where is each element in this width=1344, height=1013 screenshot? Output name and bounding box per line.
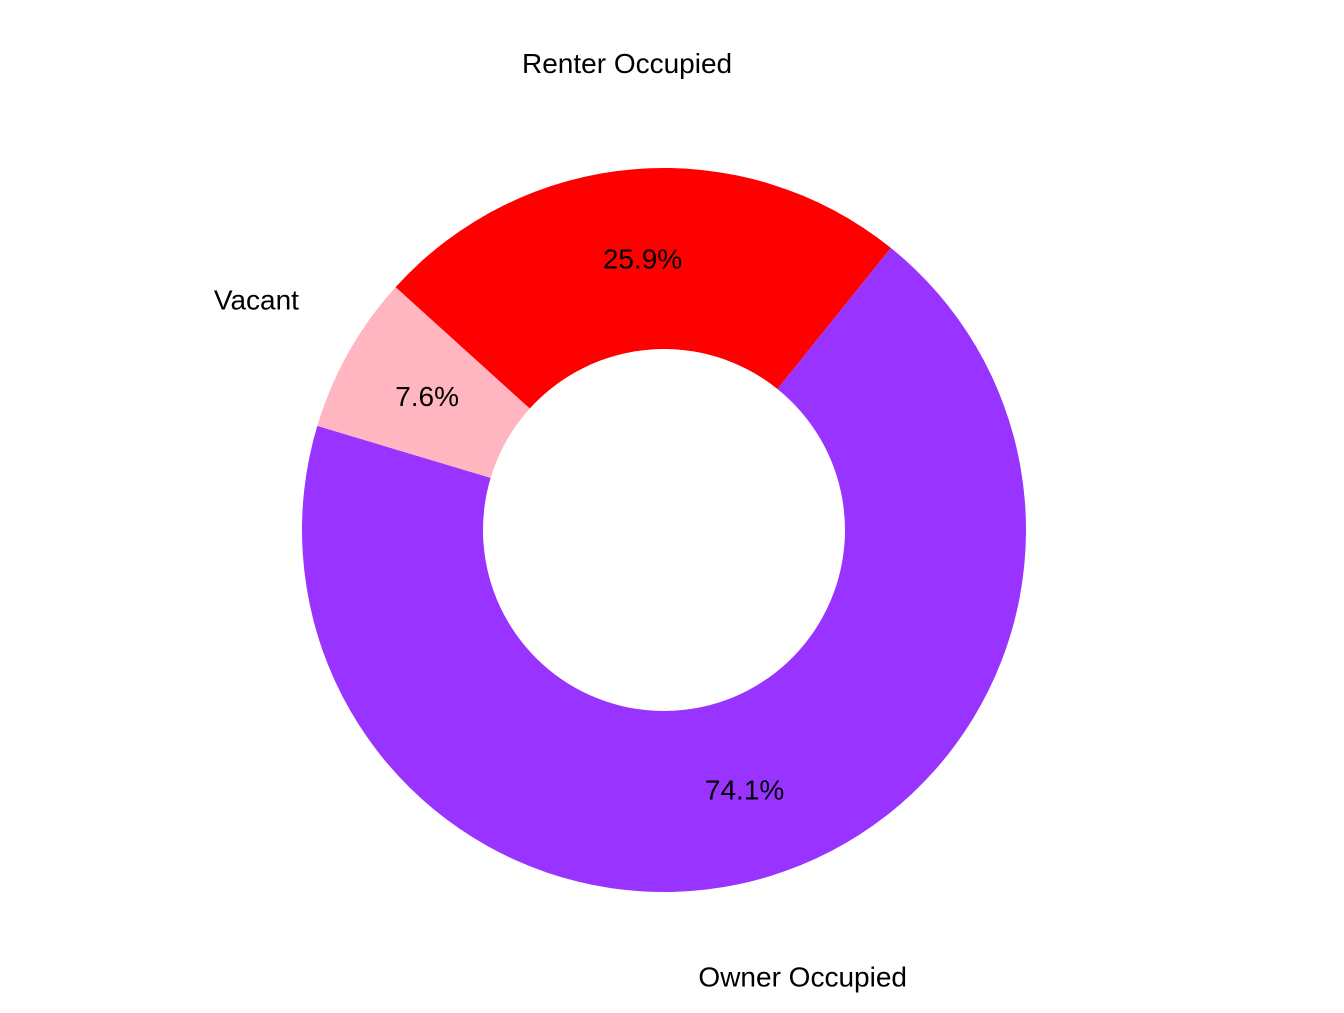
slices-layer [302, 167, 1026, 893]
category-label-owner-occupied: Owner Occupied [698, 961, 907, 992]
slice-renter-occupied [395, 167, 891, 409]
percent-label-owner-occupied: 74.1% [705, 774, 784, 805]
labels-layer: 74.1% Owner Occupied 7.6% Vacant 25.9% Renter… [214, 48, 907, 993]
category-label-vacant: Vacant [214, 285, 299, 316]
percent-label-renter-occupied: 25.9% [603, 243, 682, 274]
percent-label-vacant: 7.6% [395, 381, 459, 412]
slice-vacant [317, 287, 530, 478]
slice-owner-occupied [302, 247, 1026, 893]
category-label-renter-occupied: Renter Occupied [522, 48, 732, 79]
